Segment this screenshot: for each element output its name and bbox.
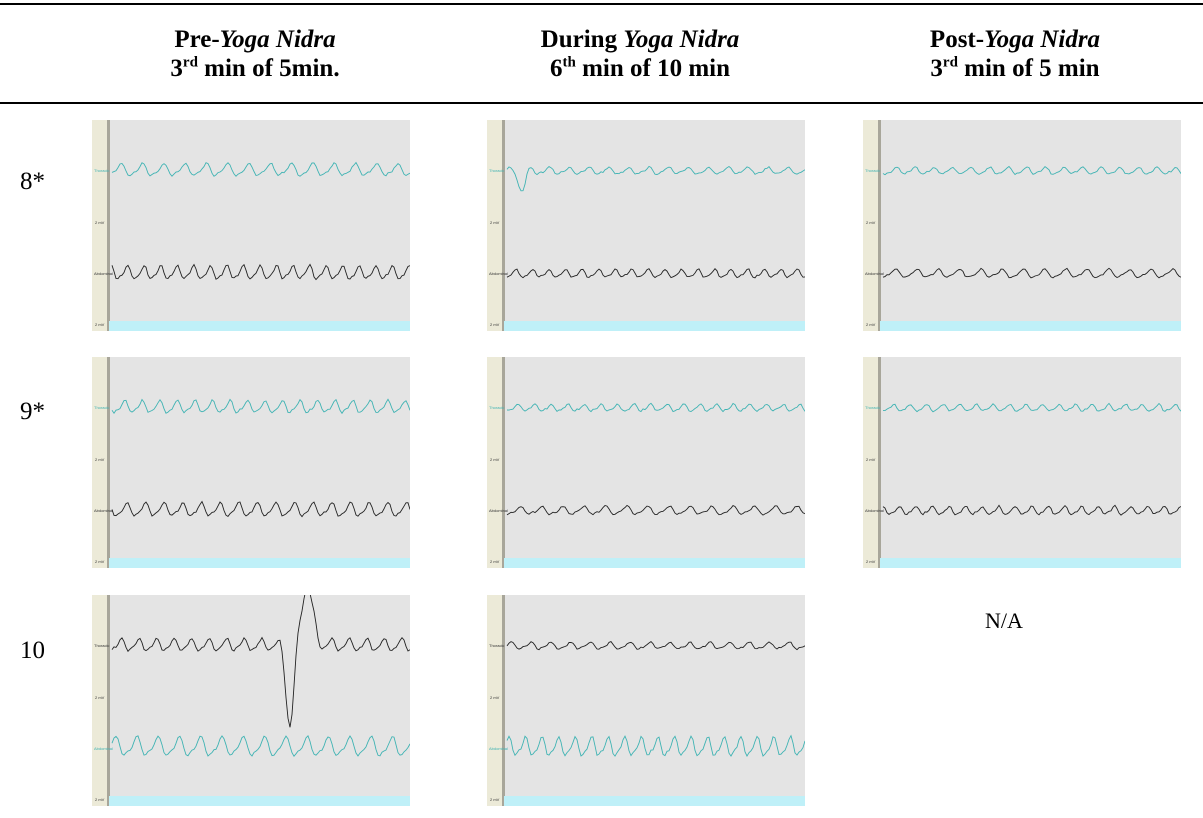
waveform-panel: Thoracic Abdominal 2 mV 2 mV <box>863 120 1181 331</box>
divider <box>502 357 505 568</box>
scale-label: 2 mV <box>95 559 105 564</box>
waveform-panel: Thoracic Abdominal 2 mV 2 mV <box>92 357 410 568</box>
channel-label: Thoracic <box>94 643 109 648</box>
row-label: 10 <box>20 637 45 665</box>
scale-label: 2 mV <box>490 220 500 225</box>
waveform-panel: Thoracic Abdominal 2 mV 2 mV <box>92 120 410 331</box>
plot-area <box>880 357 1181 558</box>
scale-label: 2 mV <box>95 457 105 462</box>
status-bar <box>109 321 410 331</box>
status-bar <box>880 558 1181 568</box>
scale-label: 2 mV <box>490 797 500 802</box>
channel-label: Abdominal <box>94 271 113 276</box>
scale-label: 2 mV <box>866 559 876 564</box>
channel-label: Thoracic <box>865 168 880 173</box>
num: 6 <box>550 55 563 82</box>
status-bar <box>109 796 410 806</box>
ordinal: rd <box>183 55 198 71</box>
waveform-panel: Thoracic Abdominal 2 mV 2 mV <box>92 595 410 806</box>
channel-label: Abdominal <box>489 271 508 276</box>
not-available: N/A <box>985 608 1023 634</box>
scale-label: 2 mV <box>95 322 105 327</box>
prefix: Post- <box>930 26 984 53</box>
status-bar <box>504 558 805 568</box>
plot-area <box>504 357 805 558</box>
scale-label: 2 mV <box>866 457 876 462</box>
top-rule <box>0 3 1203 5</box>
divider <box>878 120 881 331</box>
status-bar <box>504 321 805 331</box>
channel-label: Abdominal <box>489 746 508 751</box>
scale-label: 2 mV <box>866 220 876 225</box>
page: Pre-Yoga Nidra 3rd min of 5min. During Y… <box>0 0 1203 818</box>
divider <box>878 357 881 568</box>
plot-area <box>504 120 805 321</box>
channel-label: Thoracic <box>489 405 504 410</box>
italic: Yoga Nidra <box>220 26 336 53</box>
channel-label: Thoracic <box>865 405 880 410</box>
plot-area <box>109 120 410 321</box>
scale-label: 2 mV <box>95 695 105 700</box>
rest: min of 10 min <box>576 55 730 82</box>
num: 3 <box>170 55 183 82</box>
prefix: Pre- <box>174 26 219 53</box>
divider <box>107 357 110 568</box>
column-header: During Yoga Nidra 6th min of 10 min <box>470 25 810 83</box>
ordinal: rd <box>943 55 958 71</box>
num: 3 <box>930 55 943 82</box>
channel-label: Thoracic <box>94 168 109 173</box>
header-rule <box>0 102 1203 104</box>
channel-label: Abdominal <box>94 746 113 751</box>
waveform-panel: Thoracic Abdominal 2 mV 2 mV <box>487 357 805 568</box>
status-bar <box>504 796 805 806</box>
rest: min of 5min. <box>198 55 340 82</box>
plot-area <box>109 357 410 558</box>
column-header: Post-Yoga Nidra 3rd min of 5 min <box>845 25 1185 83</box>
ordinal: th <box>562 55 575 71</box>
row-label: 8* <box>20 168 45 196</box>
channel-label: Thoracic <box>94 405 109 410</box>
column-header: Pre-Yoga Nidra 3rd min of 5min. <box>85 25 425 83</box>
status-bar <box>880 321 1181 331</box>
channel-label: Abdominal <box>489 508 508 513</box>
waveform-panel: Thoracic Abdominal 2 mV 2 mV <box>487 120 805 331</box>
prefix: During <box>541 26 624 53</box>
channel-label: Abdominal <box>865 508 884 513</box>
scale-label: 2 mV <box>866 322 876 327</box>
scale-label: 2 mV <box>490 322 500 327</box>
divider <box>107 120 110 331</box>
scale-label: 2 mV <box>95 220 105 225</box>
plot-area <box>109 595 410 796</box>
channel-label: Thoracic <box>489 168 504 173</box>
divider <box>502 595 505 806</box>
channel-label: Abdominal <box>865 271 884 276</box>
channel-label: Abdominal <box>94 508 113 513</box>
scale-label: 2 mV <box>490 559 500 564</box>
scale-label: 2 mV <box>490 695 500 700</box>
waveform-panel: Thoracic Abdominal 2 mV 2 mV <box>863 357 1181 568</box>
channel-label: Thoracic <box>489 643 504 648</box>
italic: Yoga Nidra <box>984 26 1100 53</box>
row-label: 9* <box>20 398 45 426</box>
scale-label: 2 mV <box>490 457 500 462</box>
rest: min of 5 min <box>958 55 1100 82</box>
scale-label: 2 mV <box>95 797 105 802</box>
italic: Yoga Nidra <box>623 26 739 53</box>
plot-area <box>880 120 1181 321</box>
status-bar <box>109 558 410 568</box>
waveform-panel: Thoracic Abdominal 2 mV 2 mV <box>487 595 805 806</box>
divider <box>502 120 505 331</box>
divider <box>107 595 110 806</box>
plot-area <box>504 595 805 796</box>
